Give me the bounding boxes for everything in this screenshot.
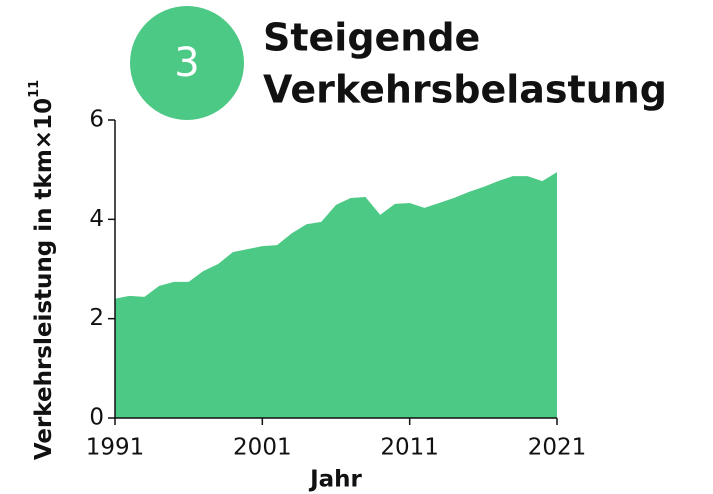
y-axis-label: Verkehrsleistung in tkm×1011 <box>27 80 57 460</box>
chart-title: Verkehrsbelastung <box>263 68 667 112</box>
y-axis-label-text: Verkehrsleistung in tkm×10 <box>31 98 57 460</box>
area <box>115 172 557 418</box>
y-tick-label: 0 <box>89 405 104 431</box>
x-axis-label: Jahr <box>308 467 362 493</box>
y-tick-label: 4 <box>89 206 104 232</box>
badge-number: 3 <box>174 40 199 86</box>
x-tick-label: 2001 <box>233 435 292 461</box>
x-tick-label: 1991 <box>86 435 145 461</box>
y-tick-label: 6 <box>89 107 104 133</box>
y-axis-title: Verkehrsleistung in tkm×1011 <box>27 80 57 460</box>
y-tick-label: 2 <box>89 305 104 331</box>
badge-circle <box>130 6 244 120</box>
x-tick-label: 2011 <box>380 435 439 461</box>
chart-title: Steigende <box>263 16 480 60</box>
y-axis-label-exponent: 11 <box>27 80 42 98</box>
x-tick-label: 2021 <box>528 435 587 461</box>
